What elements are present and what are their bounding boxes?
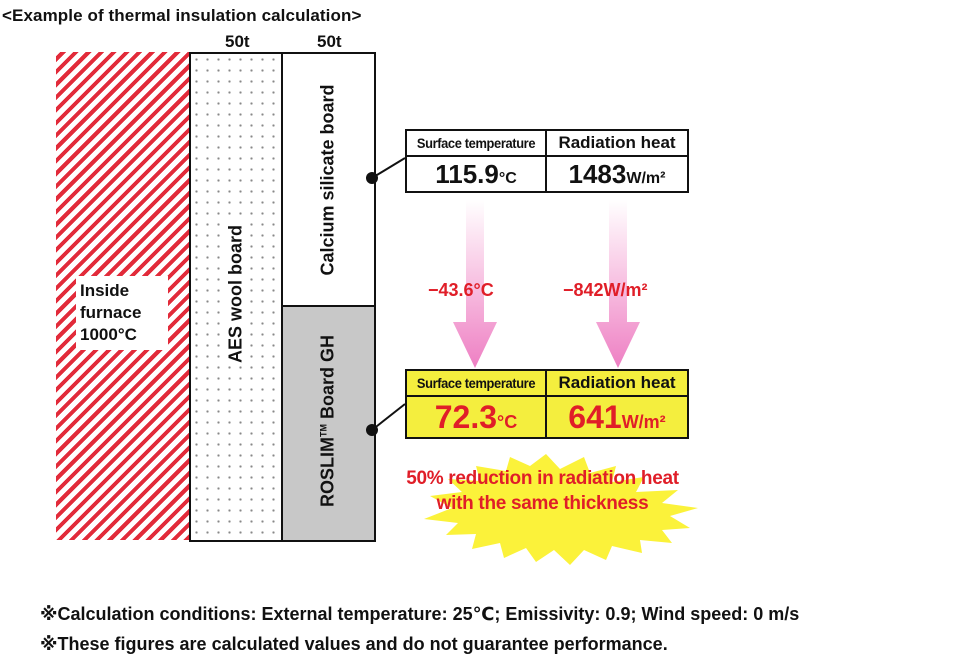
temperature-down-arrow (453, 200, 497, 368)
temp-number: 115.9 (435, 159, 499, 189)
temp-number: 72.3 (434, 399, 498, 435)
aes-wool-board-layer: AES wool board (189, 52, 282, 542)
roslim-result-table: Surface temperature Radiation heat 72.3°… (405, 369, 689, 439)
heat-unit: W/m² (621, 412, 666, 432)
diagram-title: <Example of thermal insulation calculati… (2, 6, 362, 25)
radiation-heat-value: 641W/m² (547, 397, 687, 437)
surface-temp-header-text: Surface temperature (416, 135, 536, 151)
surface-temp-value: 115.9°C (407, 157, 547, 191)
surface-temp-value: 72.3°C (407, 397, 547, 437)
starburst-shape (424, 454, 698, 565)
callout-line2: with the same thickness (436, 493, 649, 514)
wool-thickness-label: 50t (225, 32, 250, 51)
heat-number: 641 (568, 399, 622, 435)
radiation-heat-header: Radiation heat (547, 131, 687, 157)
top-connector-dot (366, 172, 378, 184)
temp-unit: °C (497, 412, 518, 432)
heat-delta: −842W/m² (563, 280, 648, 300)
reduction-callout: 50% reduction in radiation heat with the… (385, 466, 700, 516)
calcium-silicate-board-layer: Calcium silicate board (281, 52, 376, 308)
surface-temp-header: Surface temperature (407, 131, 547, 157)
furnace-label-line3: 1000°C (80, 325, 137, 344)
board-thickness-label: 50t (317, 32, 342, 51)
surface-temp-header-text: Surface temperature (416, 375, 536, 391)
furnace-label-line2: furnace (80, 303, 142, 322)
bottom-connector-dot (366, 424, 378, 436)
temperature-delta: −43.6°C (428, 280, 494, 300)
heat-number: 1483 (568, 159, 627, 189)
heat-unit: W/m² (626, 170, 666, 187)
bottom-leader-line (371, 403, 406, 431)
heat-down-arrow (596, 200, 640, 368)
furnace-label: Inside furnace 1000°C (76, 276, 168, 350)
furnace-label-line1: Inside (80, 281, 130, 300)
radiation-heat-header: Radiation heat (547, 371, 687, 397)
surface-temp-header: Surface temperature (407, 371, 547, 397)
radiation-heat-value: 1483W/m² (547, 157, 687, 191)
roslim-board-gh-layer: ROSLIMTM Board GH (281, 305, 376, 542)
calculation-conditions-note: ※Calculation conditions: External temper… (40, 604, 800, 624)
calcium-silicate-result-table: Surface temperature Radiation heat 115.9… (405, 129, 689, 193)
disclaimer-note: ※These figures are calculated values and… (40, 634, 668, 654)
temp-unit: °C (498, 170, 517, 187)
callout-line1: 50% reduction in radiation heat (406, 468, 679, 489)
